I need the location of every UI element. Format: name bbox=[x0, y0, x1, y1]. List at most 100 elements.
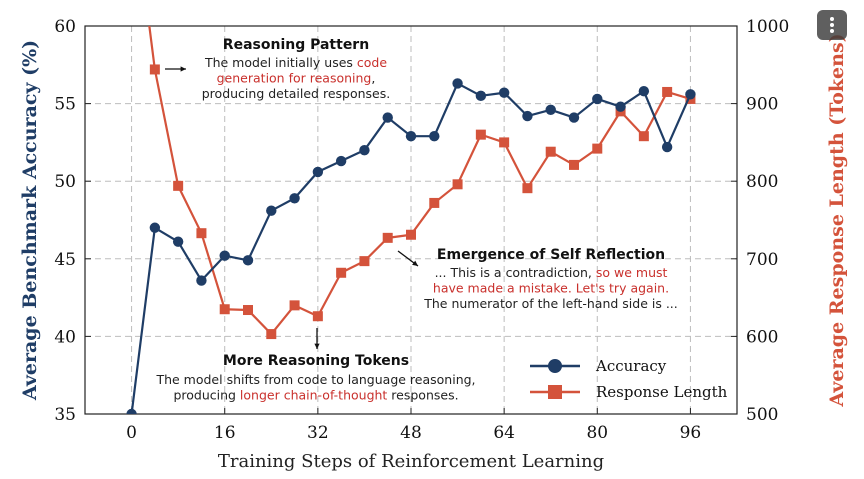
annotation-highlight: have made a mistake. Let's try again. bbox=[433, 281, 669, 296]
response-length-point bbox=[475, 129, 486, 140]
x-tick-label: 16 bbox=[214, 423, 236, 443]
annotation-line: The model shifts from code to language r… bbox=[155, 372, 475, 387]
response-length-point bbox=[592, 143, 603, 154]
series-accuracy bbox=[126, 78, 696, 414]
y-axis-label-left: Average Benchmark Accuracy (%) bbox=[19, 40, 41, 401]
response-length-point bbox=[429, 197, 440, 208]
x-tick-label: 32 bbox=[307, 423, 329, 443]
annotation-highlight: so we must bbox=[596, 265, 668, 280]
y-left-tick-label: 55 bbox=[54, 95, 76, 115]
accuracy-point bbox=[475, 90, 487, 102]
more-options-icon bbox=[830, 17, 834, 21]
accuracy-point bbox=[661, 141, 673, 153]
y-right-tick-label: 1000 bbox=[746, 17, 789, 37]
x-tick-label: 48 bbox=[400, 423, 422, 443]
axis-ticks: 0 16 32 48 64 80 96 35 40 45 50 55 60 500 600 700 800 900… bbox=[54, 17, 789, 443]
y-left-tick-label: 40 bbox=[54, 327, 76, 347]
y-left-tick-label: 35 bbox=[54, 405, 76, 425]
accuracy-point bbox=[312, 166, 324, 178]
annotation-line: generation for reasoning, bbox=[217, 71, 376, 86]
response-length-point bbox=[569, 159, 579, 170]
response-length-point bbox=[173, 180, 184, 191]
accuracy-point bbox=[685, 89, 696, 100]
response-length-point bbox=[196, 228, 207, 239]
accuracy-point bbox=[359, 144, 370, 156]
response-length-point bbox=[359, 256, 370, 267]
response-length-point bbox=[266, 329, 277, 340]
accuracy-point bbox=[242, 255, 254, 266]
legend-label: Response Length bbox=[596, 383, 728, 401]
response-length-point bbox=[522, 183, 533, 194]
x-tick-label: 80 bbox=[586, 423, 608, 443]
more-options-icon-dot bbox=[830, 29, 834, 33]
y-right-tick-label: 500 bbox=[746, 405, 778, 425]
accuracy-point bbox=[219, 250, 230, 261]
y-right-tick-label: 600 bbox=[746, 327, 778, 347]
annotations: Reasoning Pattern The model initially use… bbox=[155, 37, 677, 403]
x-tick-label: 64 bbox=[493, 423, 515, 443]
y-left-tick-label: 45 bbox=[54, 250, 76, 270]
arrow-more-tokens-icon bbox=[314, 328, 320, 349]
accuracy-point bbox=[592, 93, 603, 105]
response-length-point bbox=[219, 304, 230, 315]
annotation-line: producing longer chain-of-thought respon… bbox=[173, 388, 458, 403]
accuracy-point bbox=[498, 87, 510, 98]
response-length-point bbox=[312, 311, 323, 322]
annotation-reasoning-pattern: Reasoning Pattern The model initially use… bbox=[202, 37, 390, 101]
y-left-tick-label: 50 bbox=[54, 172, 76, 192]
accuracy-point bbox=[545, 104, 556, 116]
x-axis-label: Training Steps of Reinforcement Learning bbox=[218, 451, 604, 472]
accuracy-point bbox=[405, 130, 417, 142]
annotation-line: producing detailed responses. bbox=[202, 86, 390, 101]
x-tick-label: 0 bbox=[126, 423, 137, 443]
legend-square-marker bbox=[548, 385, 562, 399]
annotation-text-segment: ... This is a contradiction, bbox=[435, 265, 596, 280]
response-length-point bbox=[289, 300, 300, 311]
accuracy-point bbox=[266, 205, 277, 216]
response-length-point bbox=[452, 179, 463, 190]
response-length-point bbox=[545, 146, 556, 157]
annotation-highlight: generation for reasoning bbox=[217, 71, 372, 86]
annotation-highlight: code bbox=[357, 55, 387, 70]
accuracy-point bbox=[382, 112, 393, 123]
y-right-tick-label: 700 bbox=[746, 250, 778, 270]
accuracy-point bbox=[172, 236, 184, 247]
annotation-text-segment: The numerator of the left-hand side is .… bbox=[423, 296, 678, 311]
accuracy-point bbox=[289, 193, 300, 204]
accuracy-point bbox=[149, 222, 161, 233]
y-left-tick-label: 60 bbox=[54, 17, 76, 37]
accuracy-point bbox=[452, 78, 463, 89]
accuracy-point bbox=[126, 408, 137, 414]
y-right-tick-label: 900 bbox=[746, 95, 778, 115]
annotation-text-segment: producing bbox=[173, 388, 239, 403]
response-length-point bbox=[382, 232, 393, 243]
annotation-title: Emergence of Self Reflection bbox=[437, 247, 665, 263]
legend: Accuracy Response Length bbox=[530, 357, 728, 401]
annotation-title: More Reasoning Tokens bbox=[223, 353, 409, 369]
response-length-point bbox=[406, 229, 416, 240]
x-tick-label: 96 bbox=[680, 423, 702, 443]
annotation-text-segment: producing detailed responses. bbox=[202, 86, 390, 101]
accuracy-point bbox=[196, 275, 207, 286]
annotation-more-tokens: More Reasoning Tokens The model shifts fr… bbox=[155, 353, 475, 403]
response-length-point bbox=[499, 137, 510, 148]
legend-circle-marker bbox=[548, 359, 562, 373]
more-options-button[interactable] bbox=[817, 10, 847, 40]
annotation-title: Reasoning Pattern bbox=[223, 37, 369, 53]
accuracy-point bbox=[615, 101, 626, 112]
annotation-line: The numerator of the left-hand side is .… bbox=[423, 296, 678, 311]
accuracy-point bbox=[429, 130, 440, 142]
annotation-self-reflection: Emergence of Self Reflection ... This is … bbox=[423, 247, 678, 311]
annotation-line: have made a mistake. Let's try again. bbox=[433, 281, 669, 296]
accuracy-point bbox=[638, 85, 650, 97]
annotation-line: The model initially uses code bbox=[204, 55, 387, 70]
annotation-text-segment: responses. bbox=[387, 388, 458, 403]
response-length-point bbox=[336, 267, 347, 278]
annotation-text-segment: The model initially uses bbox=[204, 55, 357, 70]
more-options-icon-dot bbox=[830, 23, 834, 27]
data-series bbox=[126, 26, 696, 414]
response-length-point bbox=[662, 86, 673, 97]
grid-lines bbox=[85, 26, 737, 414]
accuracy-point bbox=[568, 112, 580, 123]
